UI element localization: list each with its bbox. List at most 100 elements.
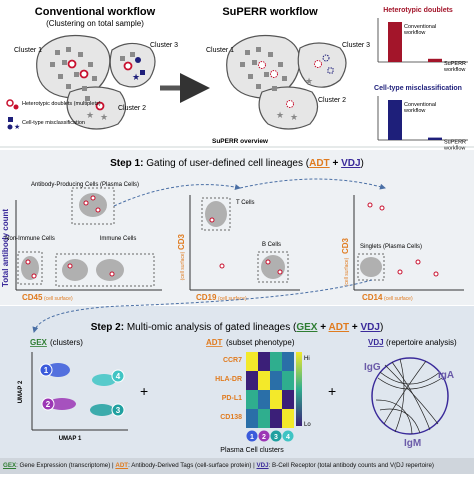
circos-chords	[375, 358, 443, 435]
superr-removed-cells: ★ ★ ★	[258, 54, 334, 122]
legend-vdj-key: VDJ	[256, 462, 269, 469]
heatmap-marker-label: HLA-DR	[215, 376, 242, 383]
conventional-title: Conventional workflow	[35, 6, 156, 18]
svg-text:★: ★	[86, 110, 94, 120]
legend-adt-key: ADT	[115, 462, 129, 469]
heatmap-cell	[270, 390, 282, 409]
conventional-doublets: ★ ★ ★	[67, 57, 145, 122]
superr-cells	[240, 47, 287, 91]
t-cells-label: T Cells	[236, 200, 255, 206]
immune-gate	[55, 253, 155, 287]
mini-chart-bar-label: SuPERR workflow	[443, 140, 466, 152]
plot2-cd3-label: CD3	[177, 233, 186, 250]
heatmap-cell	[282, 390, 294, 409]
b-cells-label: B Cells	[262, 242, 281, 248]
heatmap-cell	[282, 409, 294, 428]
doublet-legend-icon-2	[13, 104, 19, 110]
mini-chart-title: Cell-type misclassification	[374, 85, 462, 92]
cd45-sub: (cell surface)	[44, 296, 73, 302]
plot2-cd3-sub: (cell surface)	[180, 251, 186, 280]
singlets-label: Singlets (Plasma Cells)	[360, 244, 422, 250]
umap-badge	[111, 403, 125, 417]
heatmap-cell	[258, 390, 270, 409]
heatmap-cell	[270, 371, 282, 390]
step1-panel	[0, 150, 474, 305]
misclass-legend-dot	[7, 124, 13, 130]
conventional-cells	[50, 47, 135, 101]
mini-chart-bar-label: Conventional workflow	[403, 102, 436, 114]
arrow-plot1-to-plot2	[113, 184, 241, 207]
heatmap-cluster-badge	[282, 430, 294, 442]
adt-heatmap: CCR7 HLA-DR PD-L1 CD138 1 2 3 4	[215, 352, 294, 442]
cd19-label: CD19	[196, 293, 217, 302]
colorbar-lo: Lo	[304, 422, 311, 428]
heatmap-cluster-badge-label: 1	[250, 434, 254, 441]
colorbar-hi: Hi	[304, 356, 310, 362]
overview-label: SuPERR overview	[212, 138, 269, 145]
heatmap-cell	[270, 352, 282, 371]
plot3-cd3-label: CD3	[341, 237, 350, 254]
heatmap-cell	[282, 352, 294, 371]
heatmap-cell	[282, 371, 294, 390]
conventional-subtitle: (Clustering on total sample)	[46, 19, 144, 28]
heatmap-cluster-badge	[246, 430, 258, 442]
plot3-points	[360, 202, 439, 277]
cluster2-label: Cluster 2	[118, 105, 146, 112]
umap-cluster-badges: 1 2 3 4	[39, 363, 125, 417]
umap-points	[46, 363, 116, 416]
cluster3-label: Cluster 3	[150, 42, 178, 49]
step1-y-axis-label: Total antibody count	[1, 209, 10, 287]
plasma-clusters-label: Plasma Cell clusters	[220, 447, 284, 454]
cd19-sub: (cell surface)	[218, 296, 247, 302]
plot2-points	[205, 201, 285, 279]
step2-panel	[0, 306, 474, 458]
umap-badge-label: 4	[116, 372, 121, 381]
gex-panel-sub: (clusters)	[50, 338, 83, 347]
misclass-legend-square	[8, 117, 13, 122]
svg-text:★: ★	[100, 112, 108, 122]
mini-chart-bar	[388, 22, 402, 62]
doublet-legend-icon	[6, 99, 14, 107]
superr-cluster2-blob	[258, 86, 319, 130]
cluster1-label: Cluster 1	[14, 47, 42, 54]
step2-title: Step 2: Multi-omic analysis of gated lin…	[91, 322, 384, 333]
cd14-label: CD14	[362, 293, 383, 302]
umap2-label: UMAP 2	[18, 380, 24, 403]
plus-sign-1: +	[140, 383, 148, 399]
b-cells-gate	[257, 251, 289, 283]
heatmap-cluster-badge-label: 4	[286, 434, 290, 441]
umap-badge	[39, 363, 53, 377]
superr-title: SuPERR workflow	[222, 6, 318, 18]
superr-cluster3-blob	[297, 42, 347, 88]
heatmap-cell	[270, 409, 282, 428]
svg-text:★: ★	[305, 76, 313, 86]
heatmap-cell	[246, 409, 258, 428]
igg-label: IgG	[364, 362, 381, 373]
vdj-panel-title: VDJ	[368, 338, 384, 347]
heatmap-marker-label: CD138	[220, 414, 242, 421]
mini-chart-title: Heterotypic doublets	[383, 7, 453, 14]
mini-chart-bar	[428, 58, 442, 62]
immune-label: Immune Cells	[100, 236, 137, 242]
mini-chart-bar	[388, 100, 402, 140]
mini-chart-bar-label: Conventional workflow	[403, 24, 436, 36]
iga-label: IgA	[438, 370, 454, 381]
cd14-sub: (cell surface)	[384, 296, 413, 302]
misclass-legend-star: ★	[14, 123, 20, 131]
vdj-panel-sub: (repertoire analysis)	[386, 338, 457, 347]
legend-adt-text: : Antibody-Derived Tags (cell-surface pr…	[128, 462, 255, 469]
igm-label: IgM	[404, 438, 421, 449]
step1-title: Step 1: Gating of user-defined cell line…	[110, 158, 364, 169]
heatmap-cell	[246, 390, 258, 409]
non-immune-gate	[17, 251, 43, 285]
bottom-legend: GEX: Gene Expression (transcriptome) | A…	[0, 458, 474, 474]
legend-misclass: Cell-type misclassification	[22, 120, 85, 126]
umap-badge-label: 3	[116, 406, 121, 415]
umap-badge	[111, 369, 125, 383]
umap1-label: UMAP 1	[59, 436, 82, 442]
legend-doublets: Heterotypic doublets (multiplets)	[22, 101, 101, 107]
svg-text:★: ★	[290, 112, 298, 122]
mini-chart-bar	[428, 137, 442, 140]
cd45-label: CD45	[22, 293, 43, 302]
heatmap-cell	[246, 371, 258, 390]
